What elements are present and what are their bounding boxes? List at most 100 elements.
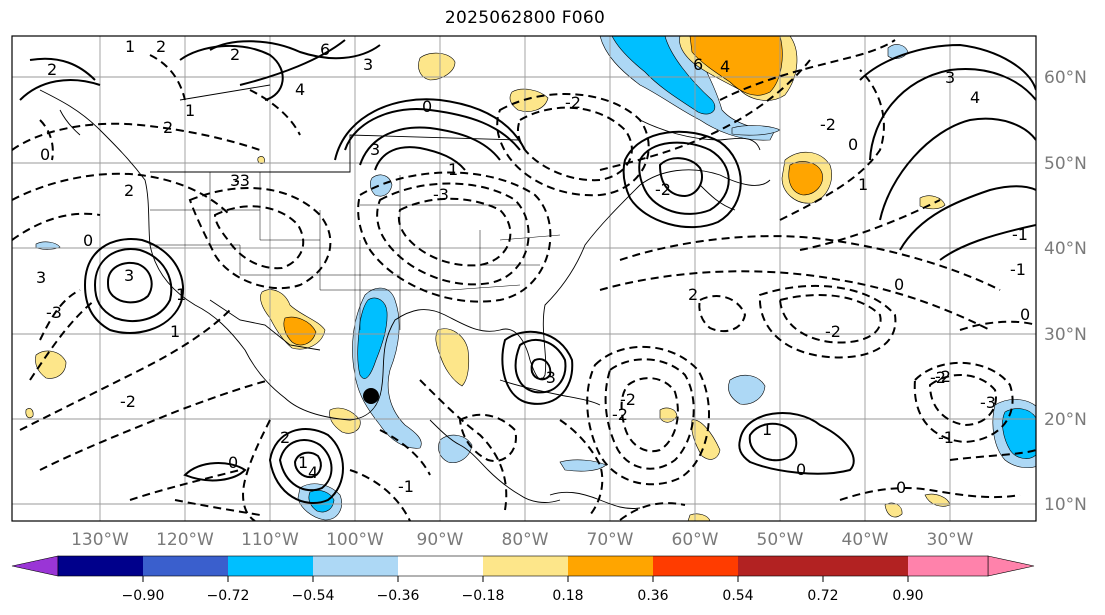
colorbar-segment <box>398 556 483 576</box>
contour-label: 6 <box>320 40 330 59</box>
lat-label: 30°N <box>1044 325 1087 345</box>
colorbar-segment <box>653 556 738 576</box>
contour-label: 4 <box>970 88 980 107</box>
contour-label: 1 <box>170 322 180 341</box>
contour-label: 1 <box>858 175 868 194</box>
solid-contours <box>19 39 1036 505</box>
contour-label: 3 <box>230 171 240 190</box>
lon-label: 80°W <box>502 530 549 550</box>
colorbar-segment <box>823 556 908 576</box>
contour-label: -3 <box>46 303 62 322</box>
contour-label: -2 <box>820 115 836 134</box>
contour-label: 1 <box>448 160 458 179</box>
colorbar-segment <box>738 556 823 576</box>
contour-label: -2 <box>825 322 841 341</box>
contour-label: 2 <box>280 428 290 447</box>
lon-label: 50°W <box>757 530 804 550</box>
lat-label: 60°N <box>1044 68 1087 88</box>
contour-label: 0 <box>228 453 238 472</box>
contour-label: 4 <box>720 57 730 76</box>
colorbar-tick-label: 0.72 <box>807 588 838 604</box>
contour-label: 0 <box>1020 305 1030 324</box>
colorbar-segment <box>143 556 228 576</box>
colorbar-extend-low <box>11 555 59 577</box>
contour-label: 1 <box>762 420 772 439</box>
contour-label: 4 <box>295 80 305 99</box>
state-borders <box>150 172 561 330</box>
contour-label: 3 <box>124 266 134 285</box>
contour-label: 0 <box>796 460 806 479</box>
contour-label: 1 <box>176 285 186 304</box>
contour-label: -3 <box>234 171 250 190</box>
contour-label: 1 <box>125 37 135 56</box>
contour-label: 2 <box>47 60 57 79</box>
contour-label: -2 <box>620 390 636 409</box>
colorbar-tick-label: 0.36 <box>637 588 668 604</box>
contour-label: 2 <box>124 181 134 200</box>
contour-label: 1 <box>298 453 308 472</box>
colorbar-segment <box>313 556 398 576</box>
colorbar-segment <box>483 556 568 576</box>
colorbar-segment <box>228 556 313 576</box>
contour-label: 1 <box>185 101 195 120</box>
contour-label: -1 <box>938 428 954 447</box>
contour-label: 0 <box>83 231 93 250</box>
contour-label: -2 <box>930 368 946 387</box>
colorbar-tick-label: −0.54 <box>292 588 335 604</box>
contour-label: 3 <box>945 68 955 87</box>
map-title: 2025062800 F060 <box>444 8 606 28</box>
contour-label: -2 <box>565 93 581 112</box>
contour-label: -1 <box>1012 225 1028 244</box>
colorbar-tick-label: 0.54 <box>722 588 753 604</box>
longitude-axis: 130°W 120°W 110°W 100°W 90°W 80°W 70°W 6… <box>71 530 974 550</box>
lon-label: 100°W <box>326 530 384 550</box>
contour-label: 2 <box>230 45 240 64</box>
colorbar-tick-label: −0.72 <box>207 588 250 604</box>
contour-label: -2 <box>120 392 136 411</box>
colorbar-tick-label: −0.90 <box>122 588 165 604</box>
coastlines <box>39 84 771 509</box>
colorbar-tick-label: −0.18 <box>462 588 505 604</box>
lon-label: 40°W <box>842 530 889 550</box>
contour-label: -1 <box>1010 260 1026 279</box>
contour-label: 3 <box>36 268 46 287</box>
colorbar-extend-high <box>987 555 1035 577</box>
lon-label: 90°W <box>417 530 464 550</box>
lon-label: 70°W <box>587 530 634 550</box>
contour-label: 2 <box>163 118 173 137</box>
map-panel: 1 2 6 4 3 -2 2 0 2 1 2 3 3 1 0 3 -2 1 0 … <box>12 36 1036 521</box>
contour-label: 3 <box>363 55 373 74</box>
contour-label: 0 <box>896 478 906 497</box>
colorbar-tick-label: 0.90 <box>892 588 923 604</box>
location-marker <box>363 388 379 404</box>
contour-label: 2 <box>688 285 698 304</box>
contour-label: -2 <box>612 405 628 424</box>
lon-label: 110°W <box>241 530 299 550</box>
colorbar-tick-label: −0.36 <box>377 588 420 604</box>
contour-label: 6 <box>693 55 703 74</box>
dashed-contours <box>12 39 1036 521</box>
lon-label: 60°W <box>672 530 719 550</box>
contour-label: -2 <box>935 367 951 386</box>
contour-label: -1 <box>398 477 414 496</box>
colorbar-segment <box>58 556 143 576</box>
lon-label: 30°W <box>927 530 974 550</box>
colorbar: −0.90 −0.72 −0.54 −0.36 −0.18 0.18 0.36 … <box>11 555 1035 604</box>
contour-label: -3 <box>980 393 996 412</box>
colorbar-segment <box>568 556 653 576</box>
contour-label: -3 <box>433 185 449 204</box>
contour-label: -3 <box>540 368 556 387</box>
lon-label: 130°W <box>71 530 129 550</box>
latitude-axis: 60°N 50°N 40°N 30°N 20°N 10°N <box>1044 68 1087 515</box>
contour-label: -2 <box>655 180 671 199</box>
contour-label: 2 <box>156 37 166 56</box>
contour-label: 4 <box>308 463 318 482</box>
lon-label: 120°W <box>156 530 214 550</box>
contour-label: 0 <box>422 97 432 116</box>
lat-label: 40°N <box>1044 239 1087 259</box>
lat-label: 20°N <box>1044 410 1087 430</box>
lat-label: 50°N <box>1044 154 1087 174</box>
contour-label: 0 <box>40 145 50 164</box>
contour-label: 0 <box>848 135 858 154</box>
